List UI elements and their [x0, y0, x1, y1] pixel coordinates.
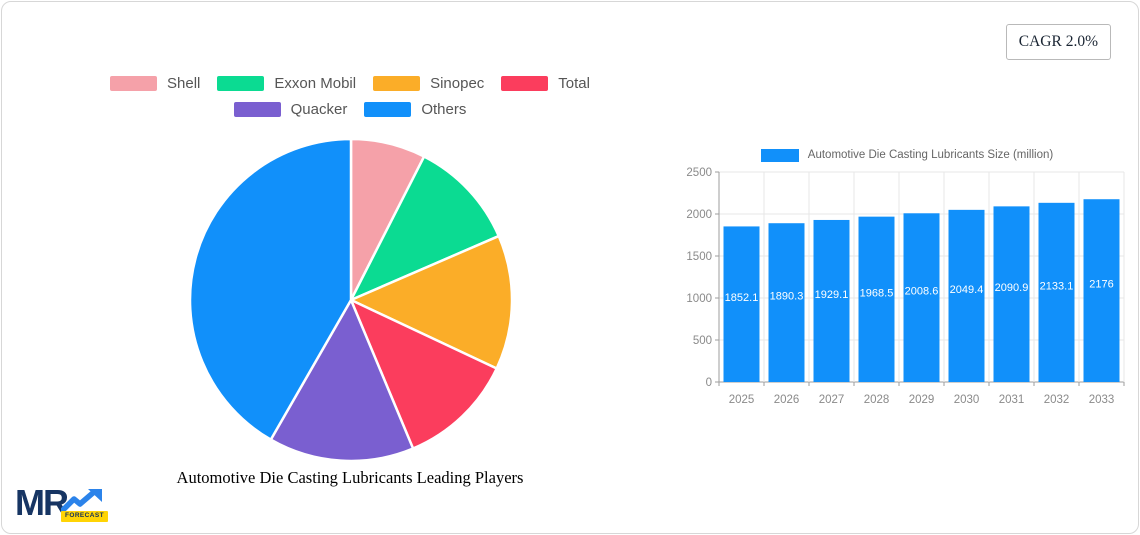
legend-item-quacker: Quacker [233, 101, 348, 118]
legend-item-others: Others [364, 102, 466, 117]
pie-legend-row-2: Quacker Others [233, 101, 466, 118]
trend-arrow-icon [61, 489, 102, 513]
bar-2026 [768, 223, 805, 382]
brand-logo: MR FORECAST [15, 482, 115, 526]
legend-item-exxon-mobil: Exxon Mobil [217, 76, 356, 91]
legend-item-sinopec: Sinopec [373, 76, 484, 91]
bar-value-label: 1929.1 [815, 289, 849, 301]
pie-chart-title: Automotive Die Casting Lubricants Leadin… [176, 468, 524, 487]
x-tick-label: 2033 [1089, 394, 1115, 406]
bar-2027 [813, 219, 850, 382]
bar-chart: 0 500 1000 1500 2000 2500 1852.1 2025 1890.3 2026… [682, 167, 1132, 412]
cagr-badge: CAGR 2.0% [1005, 24, 1111, 60]
bar-2028 [858, 216, 895, 382]
pie-slice-total [349, 298, 498, 450]
y-tick-label: 2500 [686, 167, 712, 179]
bar-value-label: 2176 [1089, 279, 1113, 291]
x-tick-label: 2029 [909, 394, 935, 406]
legend-label-shell: Shell [167, 75, 201, 92]
x-tick-label: 2025 [729, 394, 755, 406]
logo-text: MR [15, 482, 69, 523]
legend-label-exxon-mobil: Exxon Mobil [274, 75, 357, 92]
legend-swatch-exxon-mobil [217, 76, 265, 91]
legend-label-total: Total [558, 75, 590, 92]
x-tick-label: 2026 [774, 394, 800, 406]
bar-value-label: 2008.6 [905, 286, 939, 298]
bar-legend-swatch [760, 149, 799, 162]
y-tick-label: 1500 [686, 251, 712, 263]
legend-label-quacker: Quacker [290, 101, 348, 118]
bar-value-label: 1852.1 [725, 292, 759, 304]
logo-badge: FORECAST [61, 511, 108, 522]
bar-value-label: 1890.3 [770, 291, 804, 303]
bar-2025 [723, 226, 760, 382]
legend-label-others: Others [421, 101, 467, 118]
legend-swatch-shell [110, 76, 158, 91]
pie-slice-others [188, 137, 353, 441]
legend-swatch-sinopec [373, 76, 421, 91]
legend-label-sinopec: Sinopec [430, 75, 485, 92]
bar-value-label: 2090.9 [995, 282, 1029, 294]
legend-item-total: Total [501, 76, 590, 91]
legend-swatch-total [501, 76, 549, 91]
y-tick-label: 500 [693, 335, 712, 347]
y-tick-label: 0 [706, 377, 712, 389]
bar-value-label: 1968.5 [860, 287, 894, 299]
x-tick-label: 2028 [864, 394, 890, 406]
pie-chart [188, 137, 514, 463]
pie-slice-sinopec [349, 234, 514, 370]
pie-legend: Shell Exxon Mobil Sinopec Total Quacker Othe… [50, 76, 650, 117]
bar-2032 [1038, 202, 1075, 382]
pie-slice-exxon-mobil [349, 155, 501, 302]
y-tick-label: 1000 [686, 293, 712, 305]
x-tick-label: 2031 [999, 394, 1025, 406]
bar-2029 [903, 213, 940, 382]
bar-value-label: 2049.4 [950, 284, 984, 296]
bar-legend: Automotive Die Casting Lubricants Size (… [682, 149, 1132, 162]
bar-value-label: 2133.1 [1040, 280, 1074, 292]
legend-swatch-quacker [233, 102, 281, 117]
bar-2031 [993, 206, 1030, 382]
y-tick-label: 2000 [686, 209, 712, 221]
x-tick-label: 2032 [1044, 394, 1070, 406]
legend-item-shell: Shell [110, 76, 200, 91]
bar-legend-label: Automotive Die Casting Lubricants Size (… [807, 148, 1054, 161]
bar-2030 [948, 209, 985, 382]
pie-legend-row-1: Shell Exxon Mobil Sinopec Total [110, 76, 590, 91]
x-tick-label: 2030 [954, 394, 980, 406]
bar-2033 [1083, 199, 1120, 382]
x-tick-label: 2027 [819, 394, 845, 406]
pie-slice-quacker [269, 298, 415, 463]
legend-swatch-others [364, 102, 412, 117]
